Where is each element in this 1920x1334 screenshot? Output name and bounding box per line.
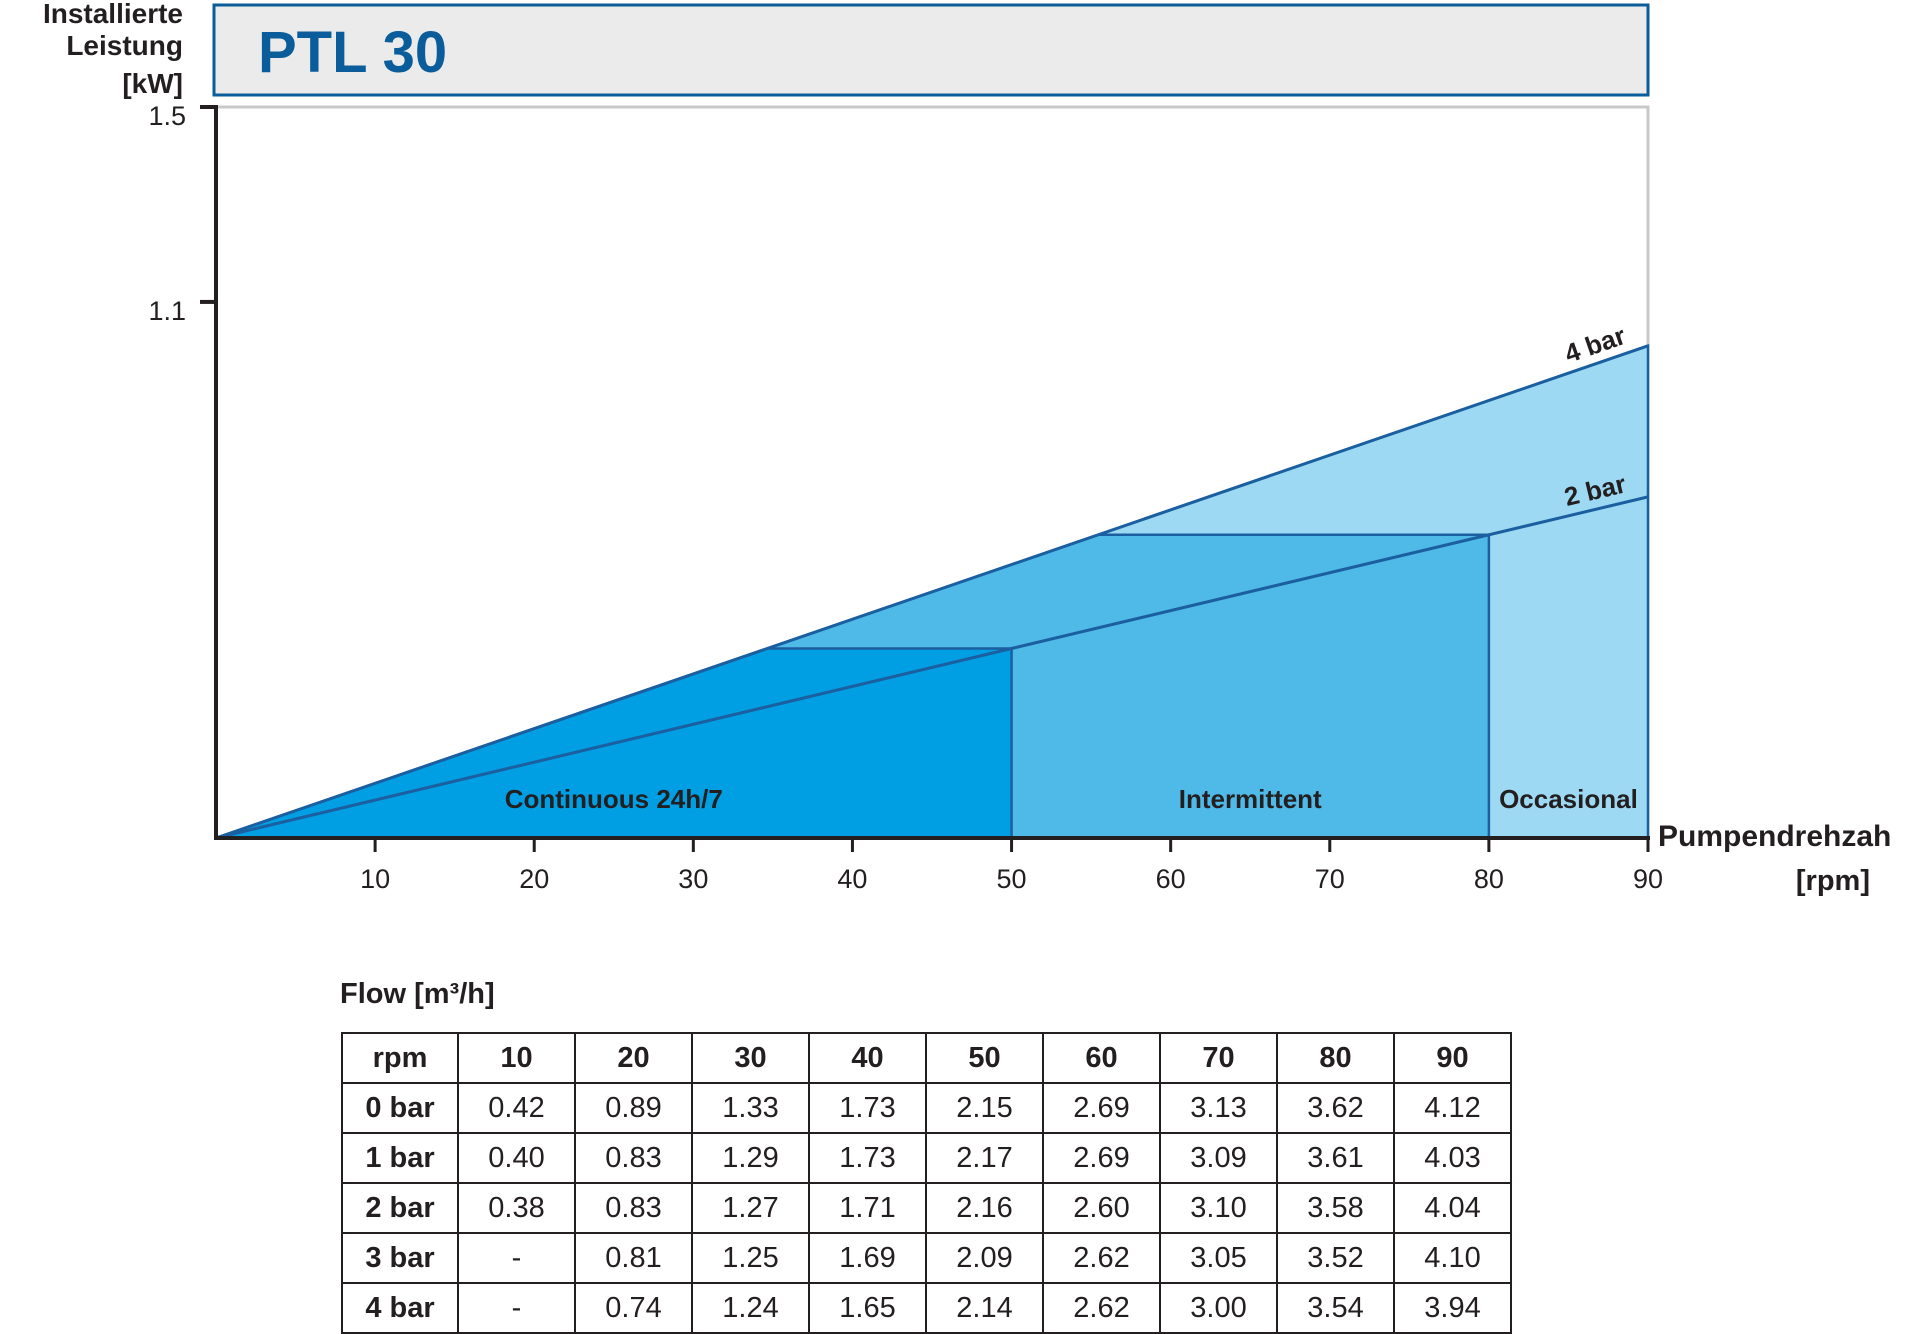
flow-cell: 2.15 xyxy=(925,1082,1044,1134)
flow-cell: 2.17 xyxy=(925,1132,1044,1184)
y-axis-title-line-1: Installierte xyxy=(43,0,183,29)
flow-cell: 3.00 xyxy=(1159,1282,1278,1334)
flow-cell: 1.27 xyxy=(691,1182,810,1234)
flow-cell: 3.09 xyxy=(1159,1132,1278,1184)
flow-cell: 1.69 xyxy=(808,1232,927,1284)
flow-cell: 4.03 xyxy=(1393,1132,1512,1184)
series-line-4-bar xyxy=(215,344,1649,840)
zone-label: Continuous 24h/7 xyxy=(505,784,723,814)
flow-table-header-row: rpm 10 20 30 40 50 60 70 80 90 xyxy=(341,1032,1512,1084)
x-tick-label: 40 xyxy=(837,864,867,894)
flow-cell: - xyxy=(457,1282,576,1334)
flow-cell: 0.42 xyxy=(457,1082,576,1134)
flow-cell: 0.83 xyxy=(574,1182,693,1234)
ticks-layer: 10 20 30 40 50 60 70 80 90 1.1 1.5 xyxy=(148,101,1663,894)
flow-cell: 2.09 xyxy=(925,1232,1044,1284)
flow-table: rpm 10 20 30 40 50 60 70 80 90 0 bar 0.42 0.89 1.33 1… xyxy=(341,1032,1512,1334)
zone-label: Intermittent xyxy=(1179,784,1322,814)
flow-cell: 0.81 xyxy=(574,1232,693,1284)
flow-header-cell: 80 xyxy=(1276,1032,1395,1084)
flow-cell: 3.58 xyxy=(1276,1182,1395,1234)
flow-cell: 1.24 xyxy=(691,1282,810,1334)
flow-cell: 1.73 xyxy=(808,1132,927,1184)
flow-cell: 1.73 xyxy=(808,1082,927,1134)
flow-table-body: 0 bar 0.42 0.89 1.33 1.73 2.15 2.69 3.13 3.62 4.1… xyxy=(341,1082,1512,1334)
flow-row-label: 1 bar xyxy=(341,1132,459,1184)
flow-cell: 1.33 xyxy=(691,1082,810,1134)
flow-cell: 3.10 xyxy=(1159,1182,1278,1234)
flow-cell: 4.04 xyxy=(1393,1182,1512,1234)
flow-cell: 3.13 xyxy=(1159,1082,1278,1134)
flow-header-cell: 20 xyxy=(574,1032,693,1084)
flow-cell: 2.60 xyxy=(1042,1182,1161,1234)
series-line-2-bar xyxy=(215,495,1649,840)
x-tick-label: 70 xyxy=(1315,864,1345,894)
flow-cell: 1.71 xyxy=(808,1182,927,1234)
flow-header-cell: 10 xyxy=(457,1032,576,1084)
flow-cell: 3.94 xyxy=(1393,1282,1512,1334)
x-tick-label: 60 xyxy=(1156,864,1186,894)
flow-cell: 3.54 xyxy=(1276,1282,1395,1334)
flow-cell: 2.14 xyxy=(925,1282,1044,1334)
y-tick-label: 1.1 xyxy=(148,296,186,326)
flow-table-row: 0 bar 0.42 0.89 1.33 1.73 2.15 2.69 3.13 3.62 4.1… xyxy=(341,1082,1512,1134)
flow-row-label: 2 bar xyxy=(341,1182,459,1234)
x-axis-unit: [rpm] xyxy=(1796,865,1870,897)
flow-cell: 2.69 xyxy=(1042,1132,1161,1184)
flow-cell: 2.69 xyxy=(1042,1082,1161,1134)
flow-cell: 3.61 xyxy=(1276,1132,1395,1184)
flow-table-row: 4 bar -0.74 1.24 1.65 2.14 2.62 3.00 3.54 3.94 xyxy=(341,1282,1512,1334)
x-tick-label: 50 xyxy=(997,864,1027,894)
lines-layer xyxy=(215,344,1649,840)
x-tick-label: 30 xyxy=(678,864,708,894)
title-box xyxy=(212,3,1650,97)
flow-cell: 1.65 xyxy=(808,1282,927,1334)
flow-header-cell: 60 xyxy=(1042,1032,1161,1084)
flow-cell: 2.62 xyxy=(1042,1282,1161,1334)
flow-cell: 0.40 xyxy=(457,1132,576,1184)
flow-header-cell: 70 xyxy=(1159,1032,1278,1084)
y-axis-title-line-2: Leistung xyxy=(66,30,183,61)
flow-header-cell: 30 xyxy=(691,1032,810,1084)
flow-cell: 3.52 xyxy=(1276,1232,1395,1284)
flow-cell: 4.10 xyxy=(1393,1232,1512,1284)
x-tick-label: 20 xyxy=(519,864,549,894)
flow-cell: 1.29 xyxy=(691,1132,810,1184)
flow-table-row: 1 bar 0.40 0.83 1.29 1.73 2.17 2.69 3.09 3.61 4.0… xyxy=(341,1132,1512,1184)
x-tick-label: 10 xyxy=(360,864,390,894)
flow-header-cell: 50 xyxy=(925,1032,1044,1084)
flow-cell: 0.83 xyxy=(574,1132,693,1184)
flow-table-row: 3 bar -0.81 1.25 1.69 2.09 2.62 3.05 3.52 4.10 xyxy=(341,1232,1512,1284)
x-axis-title: Pumpendrehzah xyxy=(1658,820,1891,853)
flow-row-label: 4 bar xyxy=(341,1282,459,1334)
flow-table-row: 2 bar 0.38 0.83 1.27 1.71 2.16 2.60 3.10 3.58 4.0… xyxy=(341,1182,1512,1234)
flow-header-cell: 90 xyxy=(1393,1032,1512,1084)
flow-cell: 3.62 xyxy=(1276,1082,1395,1134)
flow-row-label: 0 bar xyxy=(341,1082,459,1134)
y-tick-label: 1.5 xyxy=(148,101,186,131)
flow-header-cell: 40 xyxy=(808,1032,927,1084)
flow-cell: 0.74 xyxy=(574,1282,693,1334)
power-chart: PTL 30 Installierte Leistung [kW] Pumpen… xyxy=(43,0,1891,897)
flow-cell: 0.38 xyxy=(457,1182,576,1234)
flow-cell: 2.62 xyxy=(1042,1232,1161,1284)
flow-cell: 1.25 xyxy=(691,1232,810,1284)
flow-table-title: Flow [m³/h] xyxy=(340,978,495,1010)
chart-title: PTL 30 xyxy=(258,20,447,85)
y-axis-title-line-3: [kW] xyxy=(122,68,183,99)
flow-header-rpm: rpm xyxy=(341,1032,459,1084)
flow-cell: - xyxy=(457,1232,576,1284)
flow-cell: 3.05 xyxy=(1159,1232,1278,1284)
zone-label: Occasional xyxy=(1499,784,1638,814)
flow-cell: 0.89 xyxy=(574,1082,693,1134)
x-tick-label: 80 xyxy=(1474,864,1504,894)
flow-row-label: 3 bar xyxy=(341,1232,459,1284)
flow-cell: 2.16 xyxy=(925,1182,1044,1234)
x-tick-label: 90 xyxy=(1633,864,1663,894)
flow-cell: 4.12 xyxy=(1393,1082,1512,1134)
